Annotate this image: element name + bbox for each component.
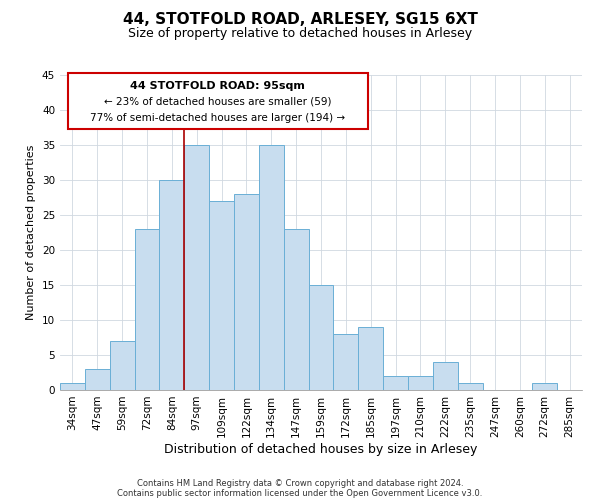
Text: 44, STOTFOLD ROAD, ARLESEY, SG15 6XT: 44, STOTFOLD ROAD, ARLESEY, SG15 6XT bbox=[122, 12, 478, 28]
Y-axis label: Number of detached properties: Number of detached properties bbox=[26, 145, 37, 320]
Bar bbox=[334, 334, 358, 390]
Bar bbox=[458, 383, 482, 390]
Bar bbox=[433, 362, 458, 390]
Bar bbox=[85, 369, 110, 390]
Bar bbox=[160, 180, 184, 390]
Bar bbox=[234, 194, 259, 390]
Text: 77% of semi-detached houses are larger (194) →: 77% of semi-detached houses are larger (… bbox=[91, 113, 346, 123]
Bar bbox=[408, 376, 433, 390]
Bar bbox=[209, 201, 234, 390]
Text: Contains public sector information licensed under the Open Government Licence v3: Contains public sector information licen… bbox=[118, 488, 482, 498]
Bar bbox=[259, 145, 284, 390]
X-axis label: Distribution of detached houses by size in Arlesey: Distribution of detached houses by size … bbox=[164, 442, 478, 456]
Text: Contains HM Land Registry data © Crown copyright and database right 2024.: Contains HM Land Registry data © Crown c… bbox=[137, 478, 463, 488]
Bar bbox=[308, 285, 334, 390]
Bar bbox=[184, 145, 209, 390]
Bar bbox=[532, 383, 557, 390]
Bar bbox=[110, 341, 134, 390]
Text: Size of property relative to detached houses in Arlesey: Size of property relative to detached ho… bbox=[128, 28, 472, 40]
Bar bbox=[60, 383, 85, 390]
Bar bbox=[383, 376, 408, 390]
Bar bbox=[284, 229, 308, 390]
Bar bbox=[134, 229, 160, 390]
Text: 44 STOTFOLD ROAD: 95sqm: 44 STOTFOLD ROAD: 95sqm bbox=[130, 80, 305, 90]
Bar bbox=[358, 327, 383, 390]
Text: ← 23% of detached houses are smaller (59): ← 23% of detached houses are smaller (59… bbox=[104, 97, 332, 107]
FancyBboxPatch shape bbox=[68, 74, 368, 128]
